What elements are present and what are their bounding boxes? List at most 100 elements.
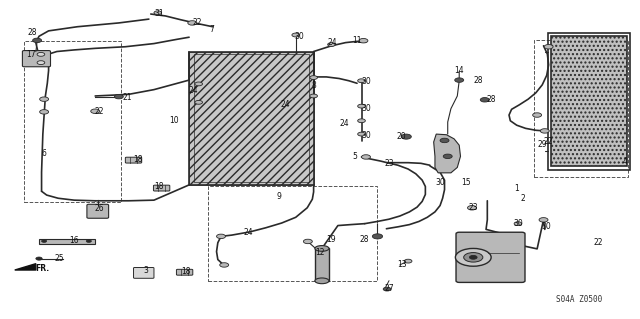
Text: 26: 26 [95, 204, 104, 213]
Circle shape [310, 76, 317, 79]
Bar [208, 186, 378, 281]
Text: FR.: FR. [35, 263, 49, 273]
Circle shape [480, 98, 489, 102]
Text: 7: 7 [209, 25, 214, 34]
Text: 24: 24 [244, 228, 253, 237]
Circle shape [195, 100, 202, 104]
Text: 30: 30 [542, 222, 552, 231]
Text: 22: 22 [593, 238, 602, 247]
Text: 9: 9 [276, 191, 281, 201]
Circle shape [358, 119, 365, 123]
Circle shape [37, 61, 45, 64]
Circle shape [36, 257, 42, 260]
Text: 30: 30 [362, 104, 371, 113]
Bar [189, 51, 314, 185]
Circle shape [469, 256, 477, 259]
Circle shape [401, 134, 412, 139]
Text: 30: 30 [362, 131, 371, 140]
Bar [24, 41, 122, 202]
FancyBboxPatch shape [22, 50, 51, 67]
Text: 23: 23 [384, 159, 394, 168]
Text: 15: 15 [461, 178, 470, 187]
Text: 30: 30 [294, 32, 305, 41]
Circle shape [328, 43, 335, 47]
Text: 19: 19 [326, 235, 336, 244]
Text: 2: 2 [521, 194, 525, 203]
Circle shape [440, 138, 449, 143]
Text: 10: 10 [170, 116, 179, 125]
Bar [39, 239, 95, 244]
Text: 3: 3 [144, 265, 148, 275]
Circle shape [188, 21, 196, 25]
Circle shape [216, 234, 225, 239]
Text: 18: 18 [133, 155, 143, 164]
FancyBboxPatch shape [456, 232, 525, 282]
Circle shape [358, 79, 365, 83]
Text: 16: 16 [69, 236, 79, 245]
Bar [534, 40, 628, 177]
Text: 11: 11 [352, 36, 362, 45]
Circle shape [37, 52, 45, 56]
Circle shape [362, 155, 371, 159]
Bar [194, 54, 308, 182]
Circle shape [514, 222, 522, 226]
Circle shape [91, 109, 100, 114]
Text: 4: 4 [623, 157, 628, 166]
Text: 18: 18 [181, 267, 191, 276]
Circle shape [195, 82, 202, 86]
Text: 22: 22 [193, 19, 202, 27]
Circle shape [359, 39, 368, 43]
Circle shape [42, 240, 47, 242]
Circle shape [467, 205, 476, 210]
Text: 28: 28 [28, 28, 37, 37]
Text: 29: 29 [538, 140, 547, 149]
Circle shape [40, 97, 49, 101]
Bar [551, 36, 627, 167]
Text: 28: 28 [474, 76, 483, 85]
Circle shape [404, 259, 412, 263]
Bar [189, 51, 314, 185]
Circle shape [539, 218, 548, 222]
Ellipse shape [315, 246, 329, 251]
Text: 12: 12 [316, 248, 324, 257]
FancyBboxPatch shape [134, 268, 154, 278]
Text: 30: 30 [362, 77, 371, 86]
Text: 25: 25 [54, 254, 64, 263]
Text: 21: 21 [122, 93, 132, 102]
Text: 22: 22 [95, 108, 104, 116]
Text: 30: 30 [435, 178, 445, 187]
Circle shape [40, 110, 49, 114]
Circle shape [358, 132, 365, 136]
Text: 8: 8 [311, 81, 316, 90]
Text: 24: 24 [189, 86, 198, 95]
Circle shape [456, 249, 491, 266]
Circle shape [532, 113, 541, 117]
Text: 24: 24 [328, 38, 337, 48]
FancyBboxPatch shape [177, 269, 193, 275]
Text: S04A Z0500: S04A Z0500 [556, 295, 602, 304]
Text: 1: 1 [515, 184, 519, 193]
Circle shape [455, 78, 464, 82]
Circle shape [464, 253, 483, 262]
FancyBboxPatch shape [154, 185, 170, 191]
Circle shape [372, 234, 383, 239]
Circle shape [358, 104, 365, 108]
Text: 31: 31 [154, 9, 164, 18]
Circle shape [310, 94, 317, 98]
Circle shape [33, 38, 42, 43]
Text: 24: 24 [280, 100, 290, 109]
Text: 28: 28 [360, 235, 369, 244]
Circle shape [383, 287, 391, 291]
Text: 28: 28 [486, 95, 496, 104]
Text: 17: 17 [26, 50, 36, 59]
Text: 22: 22 [544, 137, 554, 145]
Text: 30: 30 [513, 219, 523, 228]
Text: 14: 14 [454, 66, 464, 75]
Bar [548, 33, 630, 170]
Circle shape [154, 11, 162, 15]
Polygon shape [15, 264, 36, 270]
FancyBboxPatch shape [87, 204, 109, 218]
FancyBboxPatch shape [125, 157, 141, 163]
Polygon shape [434, 134, 461, 173]
Circle shape [303, 239, 312, 244]
